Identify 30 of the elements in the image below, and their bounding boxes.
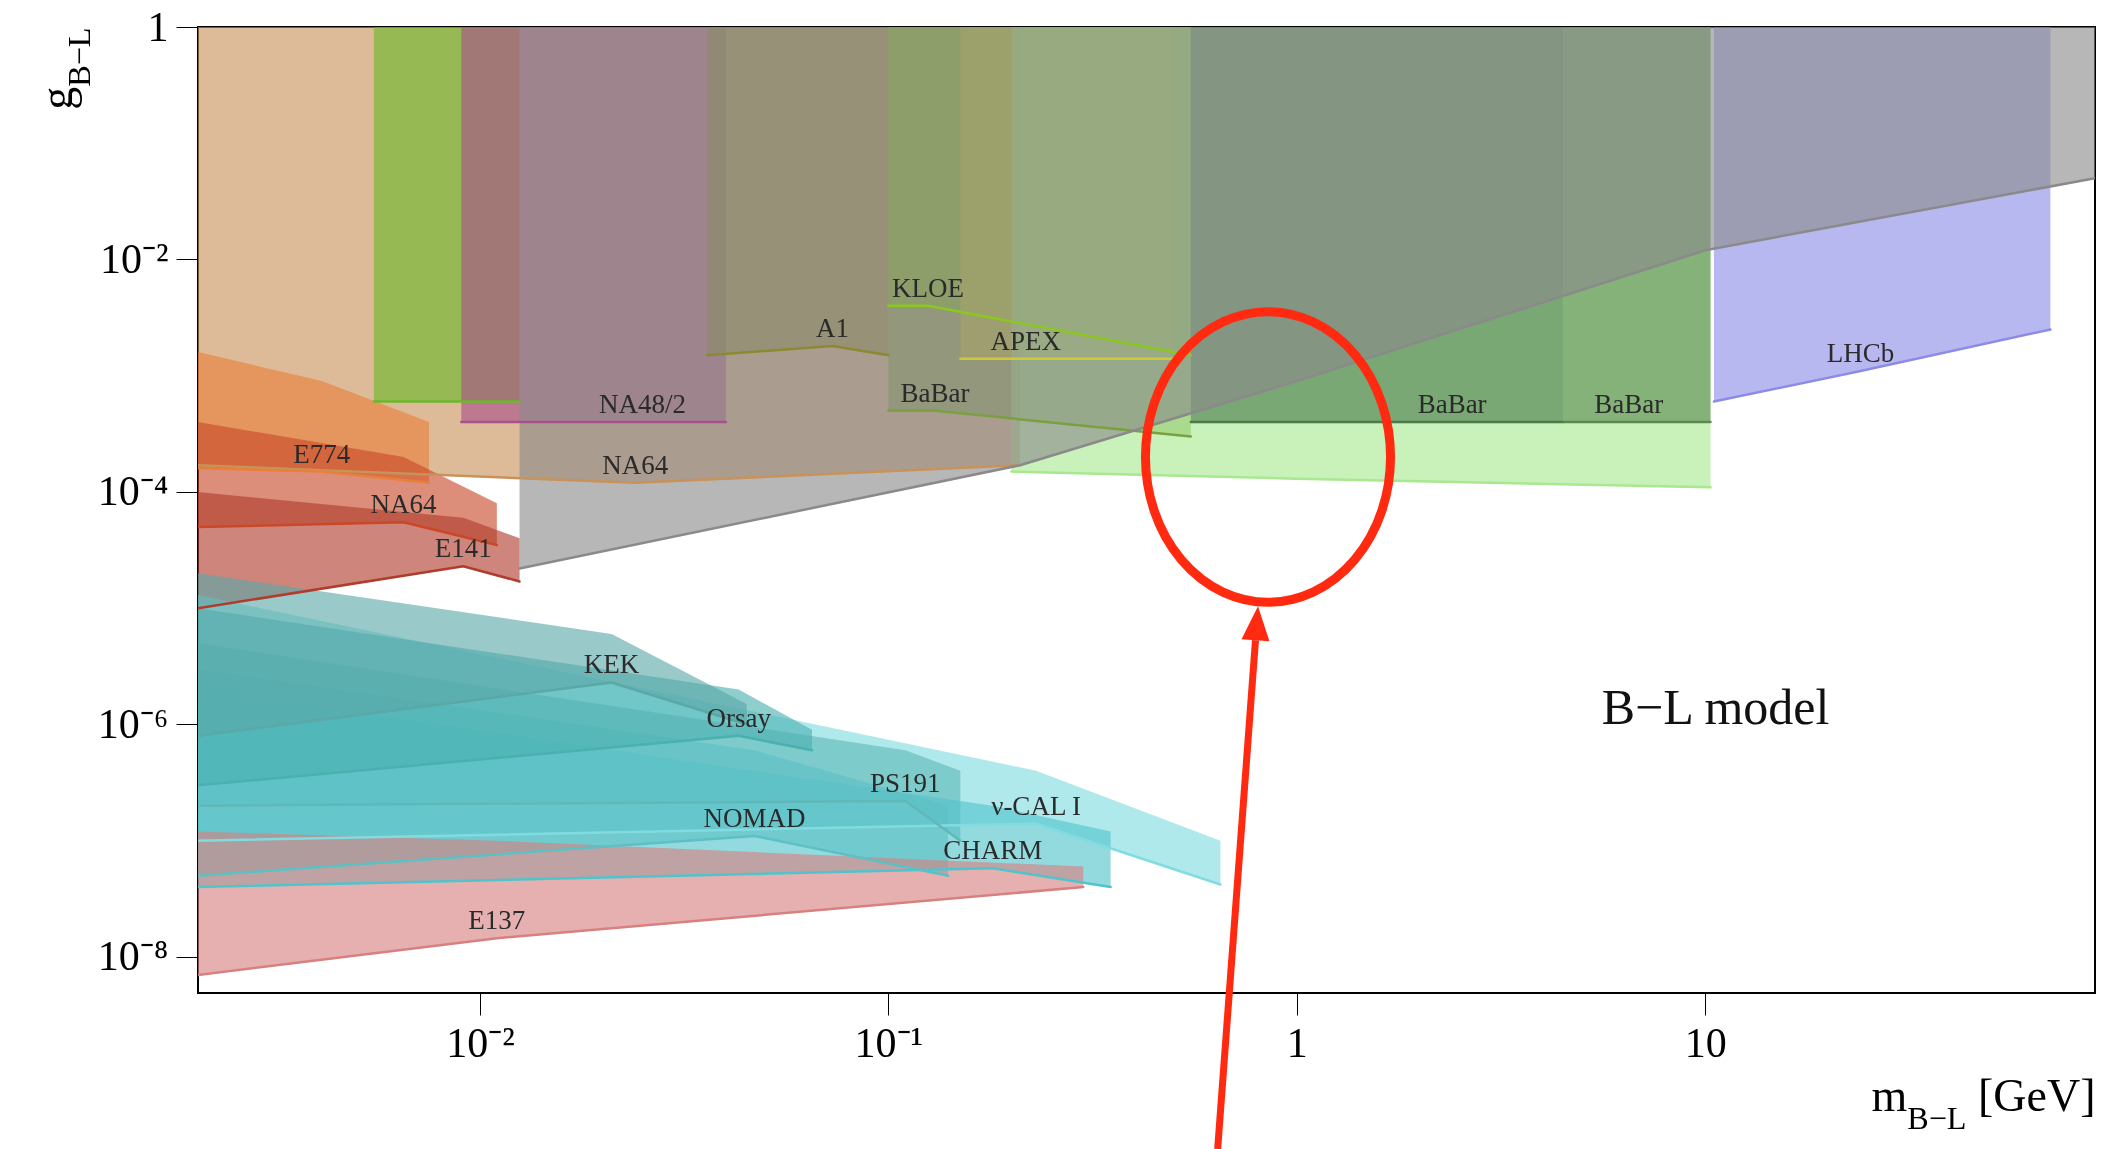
x-tick-label: 1 [1286,1019,1308,1066]
y-tick-label: 10⁻⁶ [97,700,169,747]
series-label: NOMAD [703,802,806,833]
series-label: PS191 [870,767,941,798]
x-axis-title: m$_{B−L}$ [GeV] [1871,1069,2096,1136]
series-label: E141 [434,533,492,564]
series-label: E137 [468,905,526,936]
series-label: APEX [990,325,1062,356]
series-label: A1 [816,313,850,344]
series-label: NA64 [370,489,438,520]
y-tick-label: 10⁻⁸ [97,933,169,980]
series-label: E774 [293,438,351,469]
series-label: LHCb [1826,337,1895,368]
series-label: KLOE [891,272,964,303]
annotation: B−L model [1601,679,1830,735]
series-label: KEK [583,649,640,680]
x-tick-label: 10⁻² [446,1019,515,1066]
series-label: CHARM [943,835,1043,866]
x-tick-label: 10⁻¹ [854,1019,924,1066]
series-label: Orsay [706,702,772,733]
series-label: ν-CAL I [991,790,1082,821]
series-label: BaBar [1594,389,1664,419]
series-label: NA64 [602,449,669,480]
y-tick-label: 1 [147,3,169,50]
y-tick-label: 10⁻⁴ [97,468,169,515]
series-label: BaBar [900,377,970,408]
y-tick-label: 10⁻² [99,236,169,282]
series-label: BaBar [1417,389,1487,419]
x-tick-label: 10 [1684,1019,1727,1066]
series-label: NA48/2 [599,389,686,419]
